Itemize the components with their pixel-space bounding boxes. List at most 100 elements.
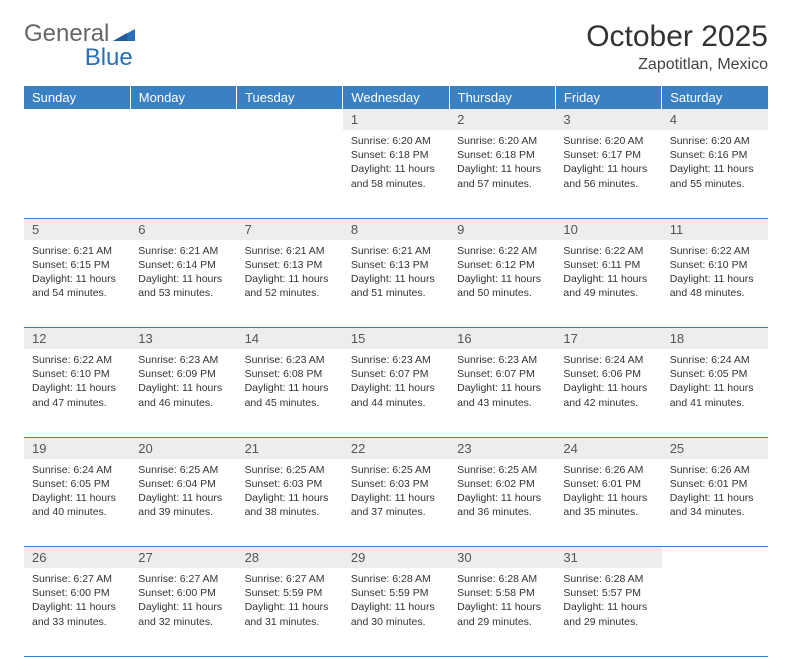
sunrise-line: Sunrise: 6:20 AM bbox=[670, 134, 760, 148]
location: Zapotitlan, Mexico bbox=[586, 56, 768, 74]
daylight-line: Daylight: 11 hours and 41 minutes. bbox=[670, 381, 760, 409]
sunrise-line: Sunrise: 6:27 AM bbox=[138, 572, 228, 586]
sunset-line: Sunset: 6:07 PM bbox=[457, 367, 547, 381]
day-cell: Sunrise: 6:27 AMSunset: 5:59 PMDaylight:… bbox=[237, 568, 343, 656]
day-number-cell: 5 bbox=[24, 218, 130, 240]
day-number-cell: 27 bbox=[130, 547, 236, 569]
day-number-cell bbox=[662, 547, 768, 569]
day-cell: Sunrise: 6:28 AMSunset: 5:57 PMDaylight:… bbox=[555, 568, 661, 656]
calendar-head: SundayMondayTuesdayWednesdayThursdayFrid… bbox=[24, 86, 768, 109]
sunset-line: Sunset: 6:05 PM bbox=[670, 367, 760, 381]
day-header: Saturday bbox=[662, 86, 768, 109]
day-number-cell: 2 bbox=[449, 109, 555, 130]
day-details: Sunrise: 6:26 AMSunset: 6:01 PMDaylight:… bbox=[662, 459, 768, 526]
sunset-line: Sunset: 6:14 PM bbox=[138, 258, 228, 272]
daylight-line: Daylight: 11 hours and 37 minutes. bbox=[351, 491, 441, 519]
day-details: Sunrise: 6:23 AMSunset: 6:08 PMDaylight:… bbox=[237, 349, 343, 416]
daylight-line: Daylight: 11 hours and 58 minutes. bbox=[351, 162, 441, 190]
day-cell: Sunrise: 6:20 AMSunset: 6:17 PMDaylight:… bbox=[555, 130, 661, 218]
day-cell: Sunrise: 6:26 AMSunset: 6:01 PMDaylight:… bbox=[555, 459, 661, 547]
content-row: Sunrise: 6:21 AMSunset: 6:15 PMDaylight:… bbox=[24, 240, 768, 328]
day-number-cell: 18 bbox=[662, 328, 768, 350]
sunrise-line: Sunrise: 6:23 AM bbox=[138, 353, 228, 367]
sunset-line: Sunset: 6:03 PM bbox=[351, 477, 441, 491]
header: General October 2025 Zapotitlan, Mexico bbox=[24, 20, 768, 74]
day-number-cell: 20 bbox=[130, 437, 236, 459]
day-details: Sunrise: 6:24 AMSunset: 6:05 PMDaylight:… bbox=[24, 459, 130, 526]
daylight-line: Daylight: 11 hours and 49 minutes. bbox=[563, 272, 653, 300]
sunrise-line: Sunrise: 6:22 AM bbox=[563, 244, 653, 258]
sunset-line: Sunset: 6:11 PM bbox=[563, 258, 653, 272]
day-number-cell bbox=[24, 109, 130, 130]
day-number-cell: 8 bbox=[343, 218, 449, 240]
sunset-line: Sunset: 6:10 PM bbox=[670, 258, 760, 272]
day-number-cell: 28 bbox=[237, 547, 343, 569]
sunrise-line: Sunrise: 6:27 AM bbox=[32, 572, 122, 586]
daylight-line: Daylight: 11 hours and 36 minutes. bbox=[457, 491, 547, 519]
sunset-line: Sunset: 5:58 PM bbox=[457, 586, 547, 600]
daylight-line: Daylight: 11 hours and 50 minutes. bbox=[457, 272, 547, 300]
daynum-row: 12131415161718 bbox=[24, 328, 768, 350]
day-cell: Sunrise: 6:21 AMSunset: 6:13 PMDaylight:… bbox=[343, 240, 449, 328]
sunset-line: Sunset: 6:03 PM bbox=[245, 477, 335, 491]
day-details: Sunrise: 6:25 AMSunset: 6:04 PMDaylight:… bbox=[130, 459, 236, 526]
sunset-line: Sunset: 6:06 PM bbox=[563, 367, 653, 381]
day-number-cell: 24 bbox=[555, 437, 661, 459]
day-number-cell: 21 bbox=[237, 437, 343, 459]
day-details: Sunrise: 6:22 AMSunset: 6:10 PMDaylight:… bbox=[662, 240, 768, 307]
day-number-cell: 9 bbox=[449, 218, 555, 240]
daylight-line: Daylight: 11 hours and 53 minutes. bbox=[138, 272, 228, 300]
sunset-line: Sunset: 6:12 PM bbox=[457, 258, 547, 272]
daylight-line: Daylight: 11 hours and 44 minutes. bbox=[351, 381, 441, 409]
day-details: Sunrise: 6:27 AMSunset: 6:00 PMDaylight:… bbox=[130, 568, 236, 635]
daylight-line: Daylight: 11 hours and 29 minutes. bbox=[563, 600, 653, 628]
day-cell: Sunrise: 6:22 AMSunset: 6:10 PMDaylight:… bbox=[24, 349, 130, 437]
day-number-cell bbox=[237, 109, 343, 130]
sunset-line: Sunset: 6:18 PM bbox=[351, 148, 441, 162]
day-cell: Sunrise: 6:21 AMSunset: 6:14 PMDaylight:… bbox=[130, 240, 236, 328]
day-details: Sunrise: 6:28 AMSunset: 5:59 PMDaylight:… bbox=[343, 568, 449, 635]
daylight-line: Daylight: 11 hours and 47 minutes. bbox=[32, 381, 122, 409]
sunrise-line: Sunrise: 6:25 AM bbox=[245, 463, 335, 477]
content-row: Sunrise: 6:24 AMSunset: 6:05 PMDaylight:… bbox=[24, 459, 768, 547]
daynum-row: 19202122232425 bbox=[24, 437, 768, 459]
daylight-line: Daylight: 11 hours and 34 minutes. bbox=[670, 491, 760, 519]
sunrise-line: Sunrise: 6:20 AM bbox=[351, 134, 441, 148]
daylight-line: Daylight: 11 hours and 54 minutes. bbox=[32, 272, 122, 300]
day-cell: Sunrise: 6:26 AMSunset: 6:01 PMDaylight:… bbox=[662, 459, 768, 547]
day-number-cell: 22 bbox=[343, 437, 449, 459]
sunrise-line: Sunrise: 6:21 AM bbox=[32, 244, 122, 258]
daylight-line: Daylight: 11 hours and 38 minutes. bbox=[245, 491, 335, 519]
daylight-line: Daylight: 11 hours and 46 minutes. bbox=[138, 381, 228, 409]
sunset-line: Sunset: 6:08 PM bbox=[245, 367, 335, 381]
day-cell: Sunrise: 6:25 AMSunset: 6:03 PMDaylight:… bbox=[343, 459, 449, 547]
day-details: Sunrise: 6:21 AMSunset: 6:13 PMDaylight:… bbox=[237, 240, 343, 307]
sunrise-line: Sunrise: 6:21 AM bbox=[245, 244, 335, 258]
sunrise-line: Sunrise: 6:27 AM bbox=[245, 572, 335, 586]
day-cell bbox=[237, 130, 343, 218]
logo-line2: GeneBlue bbox=[24, 44, 133, 72]
daylight-line: Daylight: 11 hours and 33 minutes. bbox=[32, 600, 122, 628]
day-number-cell: 11 bbox=[662, 218, 768, 240]
day-number-cell: 7 bbox=[237, 218, 343, 240]
day-number-cell: 3 bbox=[555, 109, 661, 130]
day-number-cell: 31 bbox=[555, 547, 661, 569]
daylight-line: Daylight: 11 hours and 51 minutes. bbox=[351, 272, 441, 300]
daylight-line: Daylight: 11 hours and 29 minutes. bbox=[457, 600, 547, 628]
sunrise-line: Sunrise: 6:25 AM bbox=[351, 463, 441, 477]
day-number-cell bbox=[130, 109, 236, 130]
sunrise-line: Sunrise: 6:20 AM bbox=[563, 134, 653, 148]
day-header: Monday bbox=[130, 86, 236, 109]
daylight-line: Daylight: 11 hours and 48 minutes. bbox=[670, 272, 760, 300]
sunrise-line: Sunrise: 6:28 AM bbox=[457, 572, 547, 586]
day-number-cell: 17 bbox=[555, 328, 661, 350]
sunrise-line: Sunrise: 6:22 AM bbox=[670, 244, 760, 258]
day-cell: Sunrise: 6:20 AMSunset: 6:16 PMDaylight:… bbox=[662, 130, 768, 218]
logo-text-blue: Blue bbox=[85, 44, 133, 72]
sunrise-line: Sunrise: 6:22 AM bbox=[32, 353, 122, 367]
sunset-line: Sunset: 6:10 PM bbox=[32, 367, 122, 381]
day-number-cell: 13 bbox=[130, 328, 236, 350]
day-cell: Sunrise: 6:23 AMSunset: 6:07 PMDaylight:… bbox=[343, 349, 449, 437]
day-details: Sunrise: 6:20 AMSunset: 6:16 PMDaylight:… bbox=[662, 130, 768, 197]
daylight-line: Daylight: 11 hours and 40 minutes. bbox=[32, 491, 122, 519]
